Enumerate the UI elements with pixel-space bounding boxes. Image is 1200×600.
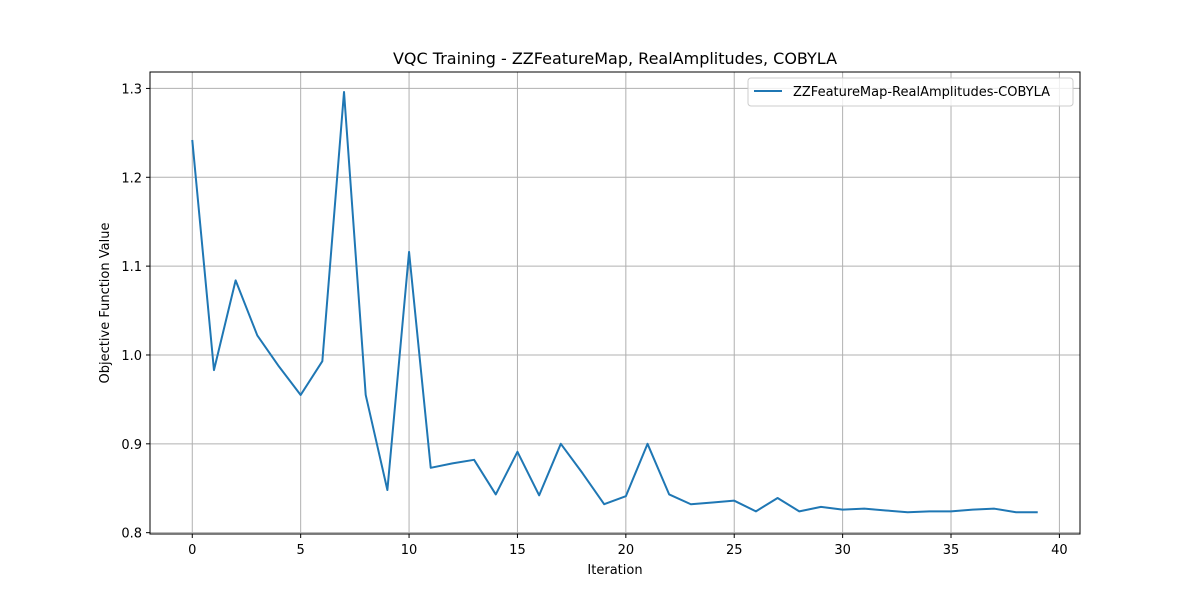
legend-box (747, 77, 1074, 107)
plot-area-frame (149, 71, 1081, 535)
series-layer (191, 90, 1038, 514)
x-tick-label: 15 (509, 543, 526, 558)
chart-title: VQC Training - ZZFeatureMap, RealAmplitu… (393, 49, 837, 68)
x-tick-label: 30 (834, 543, 851, 558)
legend-label: ZZFeatureMap-RealAmplitudes-COBYLA (793, 85, 1050, 100)
y-tick-label: 1.2 (121, 171, 142, 186)
x-tick-label: 0 (188, 543, 196, 558)
x-tick-label: 5 (297, 543, 305, 558)
axis-ticks: 0 5 10 15 20 25 30 35 40 0.8 0.9 1.0 1.1 1.2 1.3 (121, 82, 1067, 558)
grid-lines (150, 72, 1080, 534)
y-tick-label: 0.9 (121, 438, 142, 453)
x-tick-label: 35 (943, 543, 960, 558)
x-axis-label: Iteration (587, 563, 642, 578)
x-tick-label: 25 (726, 543, 743, 558)
y-tick-label: 1.0 (121, 349, 142, 364)
x-tick-label: 40 (1051, 543, 1068, 558)
y-tick-label: 1.1 (121, 260, 142, 275)
y-tick-label: 1.3 (121, 82, 142, 97)
y-axis-label: Objective Function Value (98, 223, 113, 384)
x-tick-label: 20 (618, 543, 635, 558)
legend: ZZFeatureMap-RealAmplitudes-COBYLA (747, 77, 1074, 107)
y-tick-label: 0.8 (121, 527, 142, 542)
x-tick-label: 10 (401, 543, 418, 558)
series-line (191, 90, 1038, 514)
